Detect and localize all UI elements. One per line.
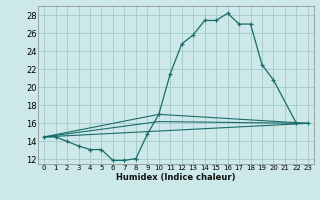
X-axis label: Humidex (Indice chaleur): Humidex (Indice chaleur) [116,173,236,182]
